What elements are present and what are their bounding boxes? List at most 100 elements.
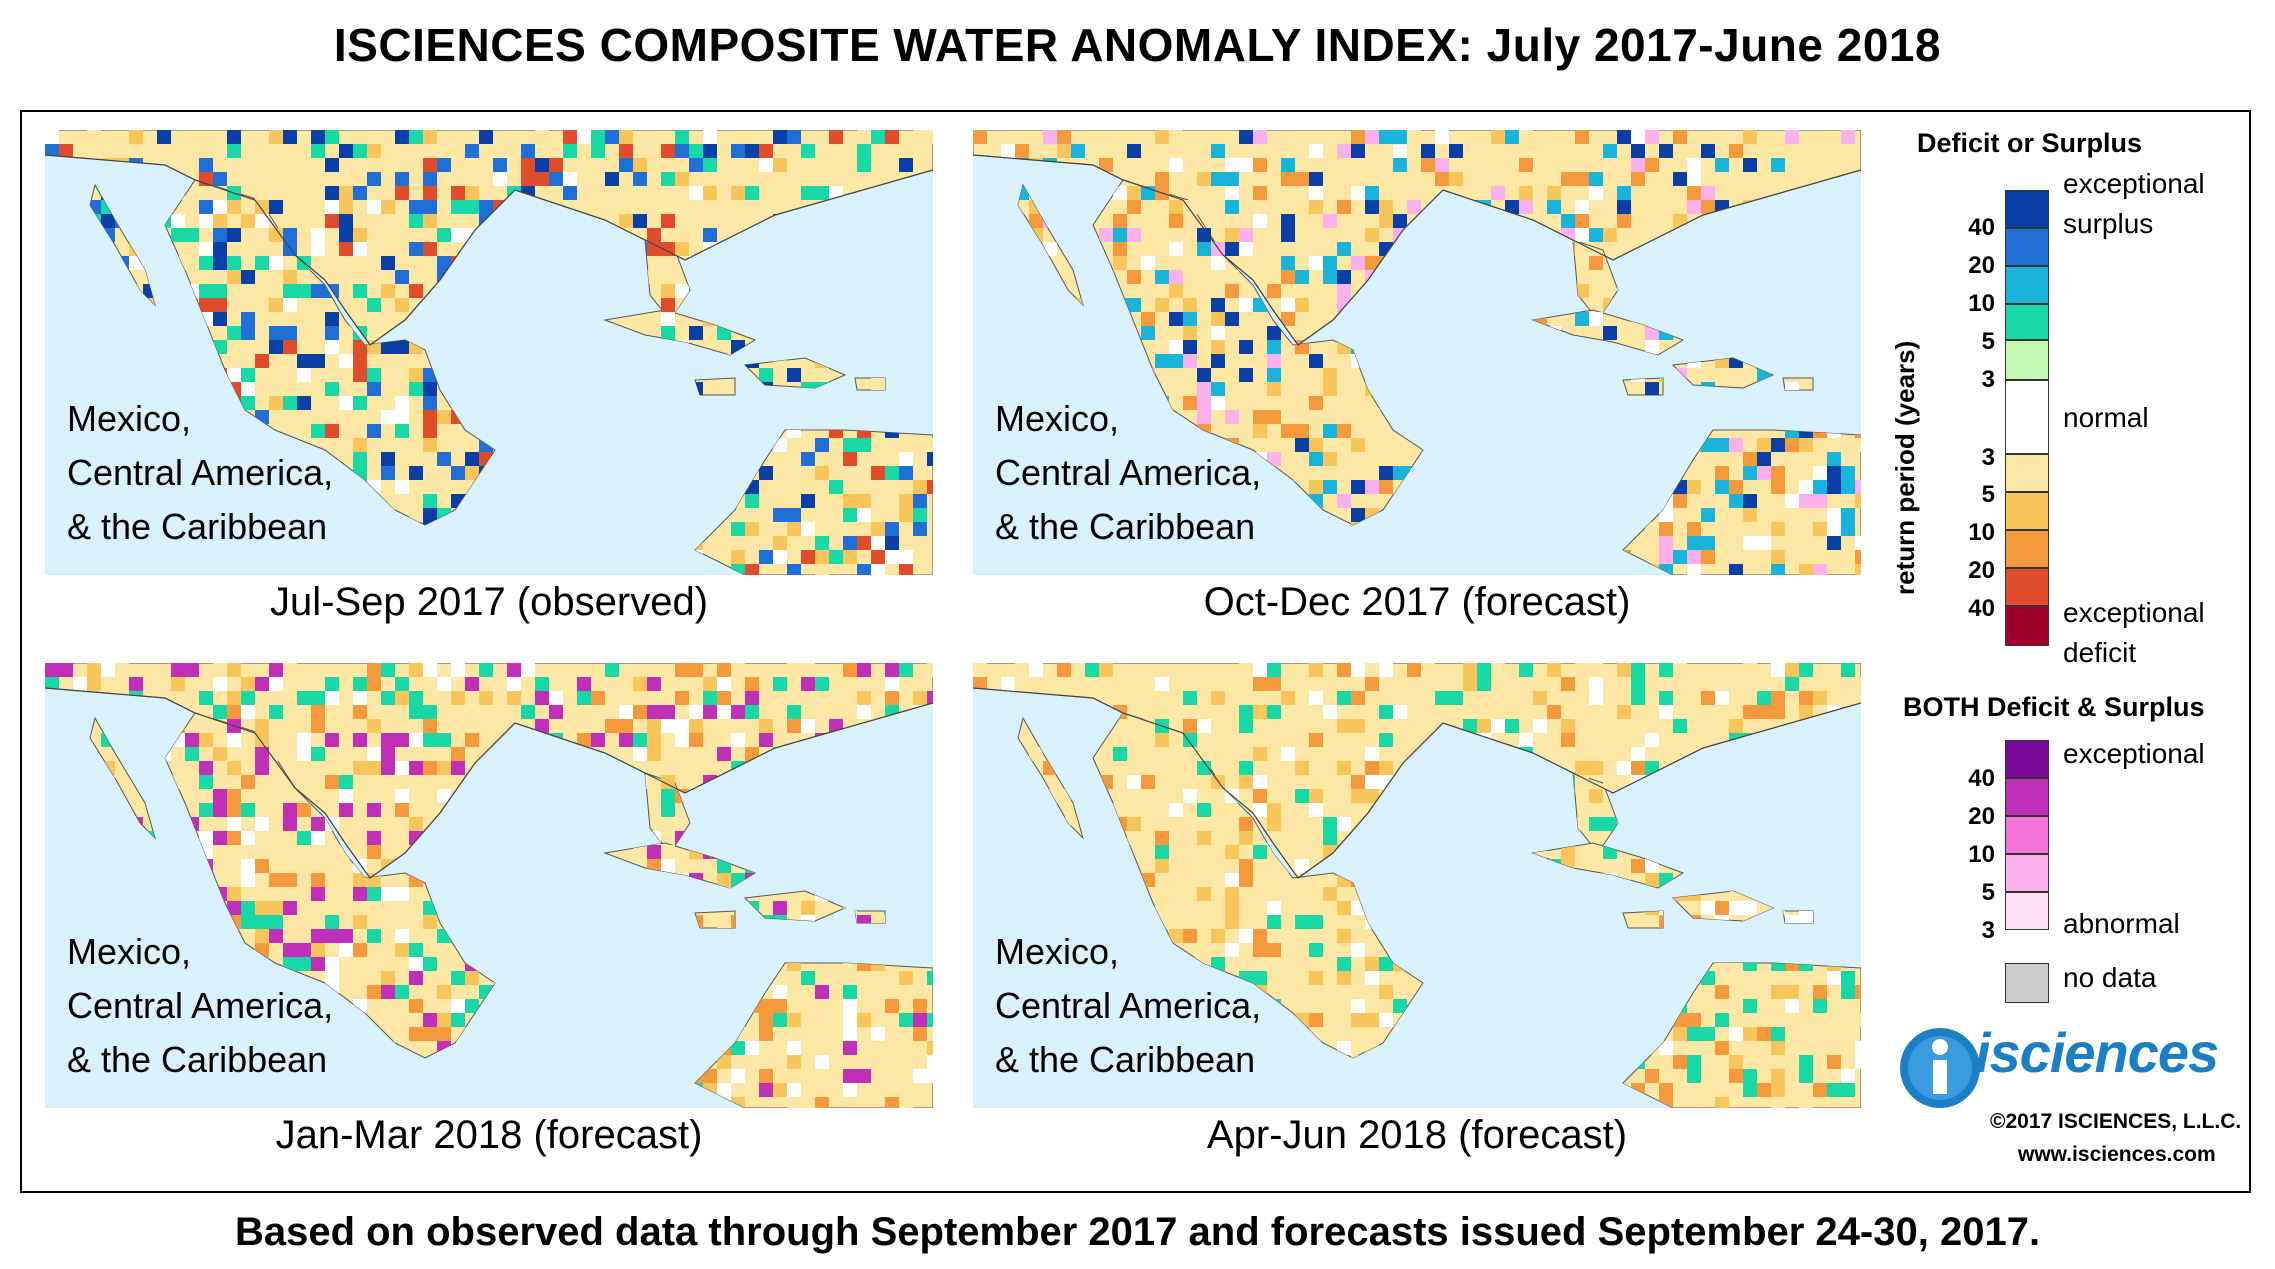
anomaly-cell <box>647 242 661 256</box>
anomaly-cell <box>731 186 745 200</box>
anomaly-cell <box>73 733 87 747</box>
anomaly-cell <box>1449 733 1463 747</box>
anomaly-cell <box>1855 550 1861 564</box>
anomaly-cell <box>1687 522 1701 536</box>
anomaly-cell <box>1827 859 1841 873</box>
anomaly-cell <box>1827 747 1841 761</box>
anomaly-cell <box>1645 775 1659 789</box>
anomaly-cell <box>815 438 829 452</box>
anomaly-cell <box>227 817 241 831</box>
anomaly-cell <box>465 929 479 943</box>
anomaly-cell <box>829 354 843 368</box>
anomaly-cell <box>1687 803 1701 817</box>
anomaly-cell <box>927 691 933 705</box>
anomaly-cell <box>1379 957 1393 971</box>
anomaly-cell <box>549 186 563 200</box>
map-jan-mar-2018 <box>45 663 933 1108</box>
anomaly-cell <box>913 312 927 326</box>
anomaly-cell <box>451 803 465 817</box>
anomaly-cell <box>773 228 787 242</box>
anomaly-cell <box>45 803 59 817</box>
anomaly-cell <box>1813 298 1827 312</box>
anomaly-cell <box>1295 789 1309 803</box>
anomaly-cell <box>1729 1027 1743 1041</box>
anomaly-cell <box>339 789 353 803</box>
anomaly-cell <box>1043 130 1057 144</box>
anomaly-cell <box>1491 915 1505 929</box>
anomaly-cell <box>521 663 535 677</box>
anomaly-cell <box>353 396 367 410</box>
anomaly-cell <box>591 803 605 817</box>
anomaly-cell <box>59 691 73 705</box>
anomaly-cell <box>899 452 913 466</box>
anomaly-cell <box>493 564 507 575</box>
anomaly-cell <box>647 705 661 719</box>
anomaly-cell <box>1799 831 1813 845</box>
anomaly-cell <box>1337 494 1351 508</box>
anomaly-cell <box>479 130 493 144</box>
anomaly-cell <box>493 719 507 733</box>
anomaly-cell <box>1351 186 1365 200</box>
anomaly-cell <box>787 130 801 144</box>
anomaly-cell <box>1533 298 1547 312</box>
anomaly-cell <box>703 242 717 256</box>
anomaly-cell <box>1169 130 1183 144</box>
anomaly-cell <box>1491 761 1505 775</box>
anomaly-cell <box>843 929 857 943</box>
legend-swatch-no-data <box>2005 963 2049 1003</box>
anomaly-cell <box>73 677 87 691</box>
anomaly-cell <box>1365 747 1379 761</box>
anomaly-cell <box>283 957 297 971</box>
anomaly-cell <box>1421 410 1435 424</box>
anomaly-cell <box>1687 424 1701 438</box>
anomaly-cell <box>647 382 661 396</box>
anomaly-cell <box>1379 1013 1393 1027</box>
anomaly-cell <box>1743 761 1757 775</box>
anomaly-cell <box>535 270 549 284</box>
anomaly-cell <box>1211 382 1225 396</box>
anomaly-cell <box>647 480 661 494</box>
anomaly-cell <box>143 214 157 228</box>
anomaly-cell <box>1379 214 1393 228</box>
anomaly-cell <box>423 1013 437 1027</box>
anomaly-cell <box>773 214 787 228</box>
anomaly-cell <box>717 1083 731 1097</box>
anomaly-cell <box>255 817 269 831</box>
anomaly-cell <box>59 761 73 775</box>
anomaly-cell <box>409 200 423 214</box>
anomaly-cell <box>1295 438 1309 452</box>
anomaly-cell <box>759 845 773 859</box>
anomaly-cell <box>1449 256 1463 270</box>
legend-tick: 5 <box>1981 879 1995 906</box>
anomaly-cell <box>1799 438 1813 452</box>
anomaly-cell <box>591 144 605 158</box>
anomaly-cell <box>297 691 311 705</box>
anomaly-cell <box>1085 873 1099 887</box>
anomaly-cell <box>731 354 745 368</box>
anomaly-cell <box>1057 887 1071 901</box>
anomaly-cell <box>227 228 241 242</box>
anomaly-cell <box>1617 831 1631 845</box>
anomaly-cell <box>269 719 283 733</box>
anomaly-cell <box>1589 761 1603 775</box>
anomaly-cell <box>367 1027 381 1041</box>
anomaly-cell <box>1561 901 1575 915</box>
anomaly-cell <box>1015 564 1029 575</box>
anomaly-cell <box>1071 312 1085 326</box>
anomaly-cell <box>381 691 395 705</box>
anomaly-cell <box>1841 480 1855 494</box>
anomaly-cell <box>857 971 871 985</box>
logo-wordmark: isciences <box>1975 1021 2219 1084</box>
anomaly-cell <box>1337 971 1351 985</box>
anomaly-cell <box>395 270 409 284</box>
anomaly-cell <box>227 761 241 775</box>
anomaly-cell <box>1533 410 1547 424</box>
anomaly-cell <box>269 396 283 410</box>
anomaly-cell <box>1421 368 1435 382</box>
anomaly-cell <box>1631 508 1645 522</box>
anomaly-cell <box>1841 971 1855 985</box>
anomaly-cell <box>1267 368 1281 382</box>
anomaly-cell <box>143 747 157 761</box>
anomaly-cell <box>549 817 563 831</box>
anomaly-cell <box>1099 845 1113 859</box>
